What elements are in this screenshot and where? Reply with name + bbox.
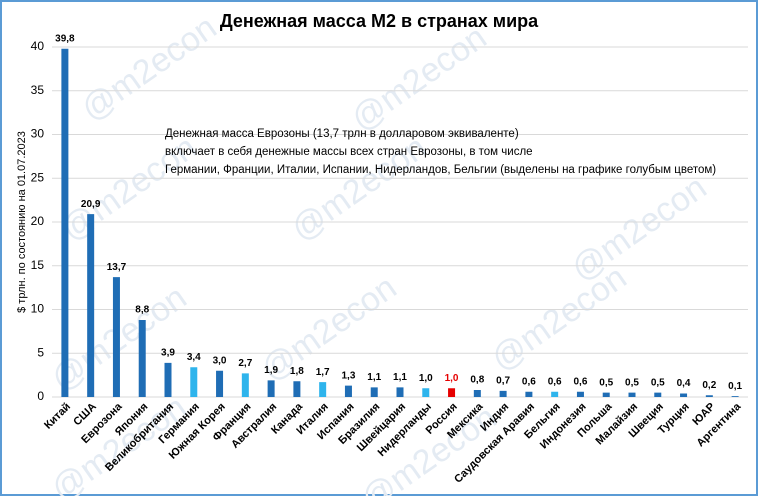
bar — [267, 380, 275, 397]
bar — [680, 393, 688, 397]
bar — [370, 387, 378, 397]
value-label: 1,0 — [419, 373, 433, 384]
bar — [293, 381, 301, 397]
value-label: 0,2 — [702, 380, 716, 391]
bar — [87, 214, 95, 397]
bar — [344, 385, 352, 397]
y-tick-label: 25 — [31, 170, 45, 184]
value-label: 1,7 — [316, 367, 330, 378]
y-tick-label: 15 — [31, 258, 45, 272]
value-label: 0,5 — [651, 377, 665, 388]
value-label: 39,8 — [55, 33, 75, 44]
bar — [190, 367, 198, 397]
value-label: 1,8 — [290, 366, 304, 377]
y-tick-label: 10 — [31, 302, 45, 316]
bar — [112, 277, 120, 397]
y-tick-label: 30 — [31, 127, 45, 141]
y-tick-label: 5 — [37, 345, 44, 359]
annotation: включает в себя денежные массы всех стра… — [165, 146, 533, 158]
annotation: Германии, Франции, Италии, Испании, Ниде… — [165, 164, 716, 176]
value-label: 3,0 — [213, 355, 227, 366]
value-label: 3,9 — [161, 348, 175, 359]
value-label: 0,6 — [573, 376, 587, 387]
bar — [602, 392, 610, 397]
y-tick-label: 0 — [37, 389, 44, 403]
value-label: 0,5 — [599, 377, 613, 388]
bar — [241, 373, 249, 397]
bar — [138, 320, 146, 397]
value-label: 1,1 — [367, 372, 381, 383]
bar — [628, 392, 636, 397]
bar — [396, 387, 404, 397]
bar — [525, 391, 533, 397]
value-label: 0,4 — [677, 378, 691, 389]
bar — [164, 362, 172, 397]
value-label: 0,7 — [496, 376, 510, 387]
bar — [422, 388, 430, 397]
chart-title: Денежная масса М2 в странах мира — [220, 11, 539, 31]
bar — [61, 48, 69, 397]
value-label: 1,3 — [341, 370, 355, 381]
annotation: Денежная масса Еврозоны (13,7 трлн в дол… — [165, 128, 519, 140]
value-label: 1,1 — [393, 372, 407, 383]
value-label: 0,6 — [548, 376, 562, 387]
value-label: 0,1 — [728, 381, 742, 392]
value-label: 8,8 — [135, 305, 149, 316]
value-label: 0,6 — [522, 376, 536, 387]
bar — [319, 382, 327, 397]
value-label: 0,5 — [625, 377, 639, 388]
bar — [448, 388, 456, 397]
value-label: 20,9 — [81, 199, 101, 210]
y-tick-label: 35 — [31, 83, 45, 97]
value-label: 1,9 — [264, 365, 278, 376]
bar — [731, 396, 739, 397]
value-label: 1,0 — [445, 373, 459, 384]
value-label: 13,7 — [107, 262, 127, 273]
value-label: 2,7 — [238, 358, 252, 369]
bar — [654, 392, 662, 397]
bar — [499, 390, 507, 397]
bar — [216, 370, 224, 397]
bar — [551, 391, 559, 397]
y-axis-label: $ трлн. по состоянию на 01.07.2023 — [16, 131, 28, 313]
bar — [576, 391, 584, 397]
y-tick-label: 20 — [31, 214, 45, 228]
y-tick-label: 40 — [31, 39, 45, 53]
value-label: 0,8 — [470, 375, 484, 386]
bar — [473, 390, 481, 397]
bar — [705, 395, 713, 397]
value-label: 3,4 — [187, 352, 201, 363]
